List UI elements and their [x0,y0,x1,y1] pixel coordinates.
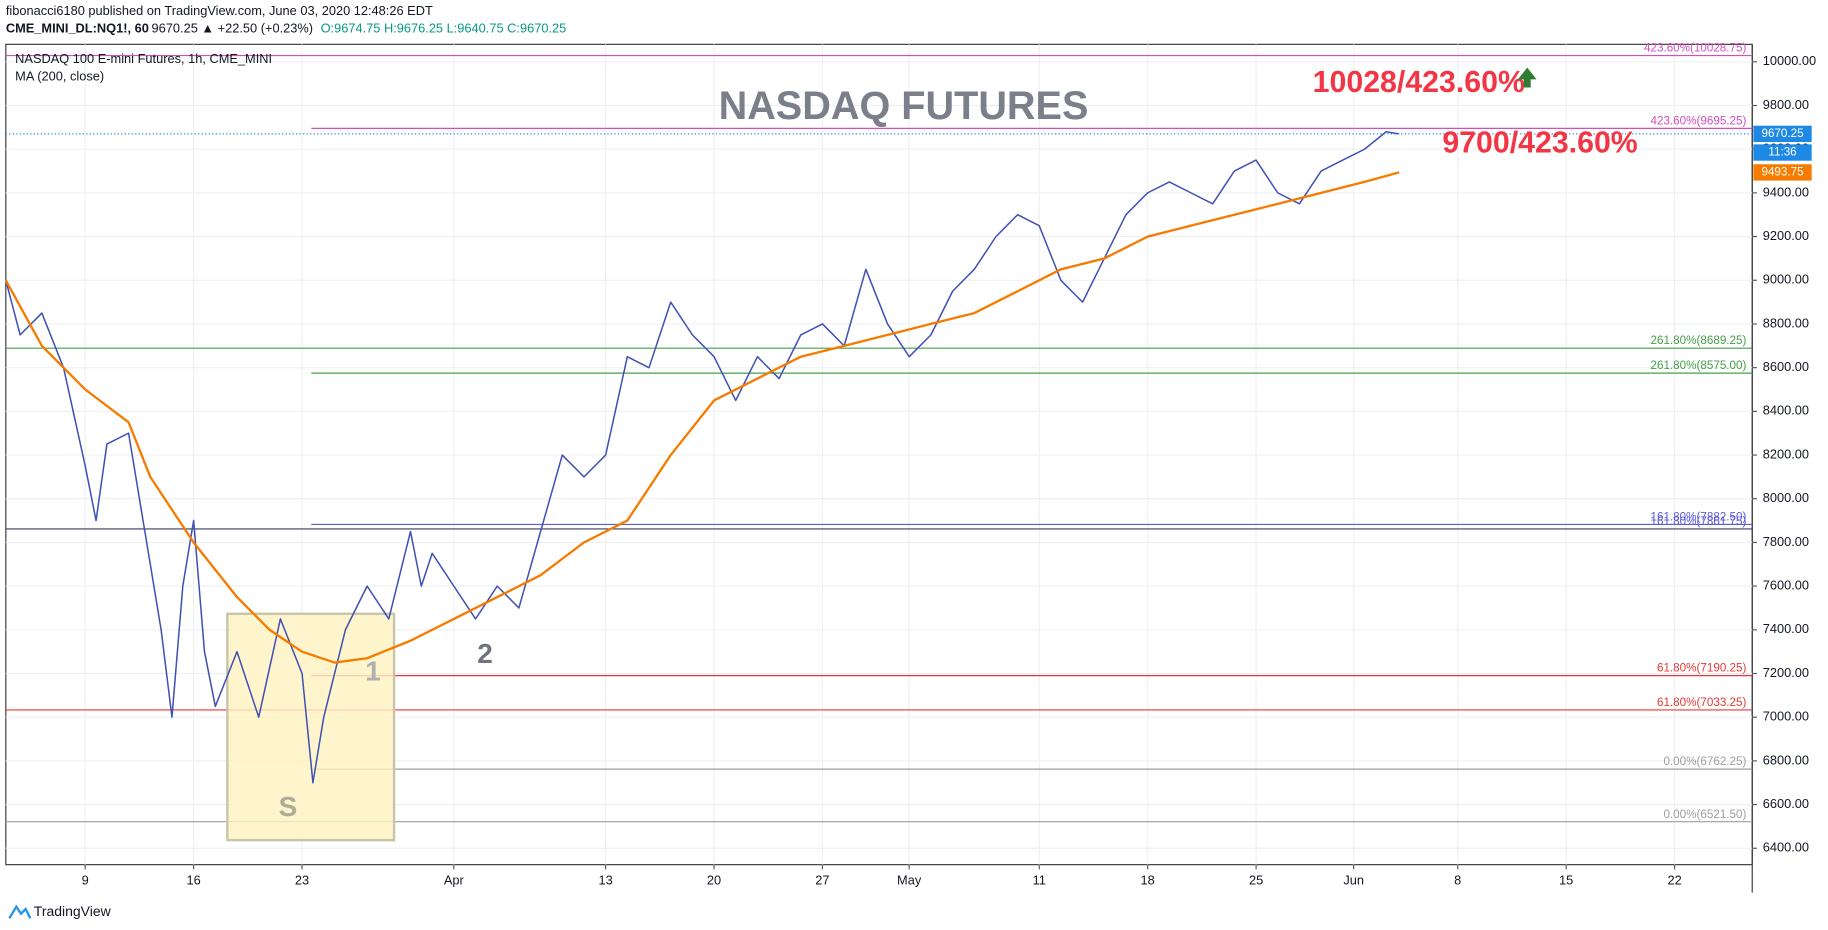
x-tick-label: Apr [444,872,465,887]
countdown: 11:36 [1768,146,1796,159]
annotation: 10028/423.60% [1313,66,1525,99]
countdown-box [1753,144,1812,161]
y-tick-label: 8200.00 [1763,446,1809,461]
publisher: fibonacci6180 published on TradingView.c… [6,3,433,18]
y-tick-label: 7000.00 [1763,709,1809,724]
ohlc: O:9674.75 H:9676.25 L:9640.75 C:9670.25 [321,21,567,36]
x-tick-label: 13 [598,872,612,887]
x-tick-label: 22 [1667,872,1681,887]
y-tick-label: 9400.00 [1763,184,1809,199]
x-tick-label: May [897,872,922,887]
x-tick-label: 11 [1033,872,1046,887]
fib-level-label: 61.80%(7190.25) [1657,662,1747,675]
annotation: 9700/423.60% [1442,127,1637,160]
indicator: MA (200, close) [15,68,104,83]
fib-level-label: 61.80%(7033.25) [1657,696,1747,709]
x-tick-label: 16 [186,872,200,887]
y-tick-label: 6800.00 [1763,752,1809,767]
x-tick-label: 20 [707,872,721,887]
y-tick-label: 9800.00 [1763,97,1809,112]
x-tick-label: 9 [82,872,89,887]
fib-level-label: 423.60%(9695.25) [1651,114,1747,127]
annotation: 1 [365,656,381,687]
y-tick-label: 6400.00 [1763,840,1809,855]
y-tick-label: 8800.00 [1763,315,1809,330]
fib-level-label: 261.80%(8575.00) [1651,359,1747,372]
brand-logo [8,904,32,919]
fib-level-label: 161.80%(7861.75) [1651,515,1747,528]
fib-level-label: 161.80%(7882.50) [1651,510,1747,523]
y-tick-label: 8600.00 [1763,359,1809,374]
price-label: 9493.75 [1761,165,1803,178]
y-tick-label: 8400.00 [1763,403,1809,418]
up-arrow [1517,67,1537,88]
price-label-box [1753,164,1812,181]
x-tick-label: 23 [295,872,309,887]
y-tick-label: 9000.00 [1763,272,1809,287]
y-tick-label: 9200.00 [1763,228,1809,243]
price-label-box [1753,125,1812,143]
chart-title: NASDAQ FUTURES [719,84,1089,128]
y-tick-label: 7800.00 [1763,534,1809,549]
x-tick-label: 15 [1559,872,1573,887]
y-tick-label: 7400.00 [1763,621,1809,636]
x-tick-label: Jun [1343,872,1364,887]
annotation: 2 [477,638,493,669]
quote: 9670.25 ▲ +22.50 (+0.23%) [152,21,314,36]
x-tick-label: 18 [1141,872,1155,887]
y-tick-label: 7600.00 [1763,578,1809,593]
y-tick-label: 7200.00 [1763,665,1809,680]
fib-level-label: 0.00%(6762.25) [1663,755,1746,768]
fib-level-label: 0.00%(6521.50) [1663,808,1746,821]
highlight-box [226,612,396,842]
x-tick-label: 27 [815,872,829,887]
symbol: CME_MINI_DL:NQ1!, 60 [6,21,149,36]
x-tick-label: 8 [1454,872,1461,887]
y-tick-label: 10000.00 [1763,53,1816,68]
series-line [4,171,1400,664]
fib-level-label: 261.80%(8689.25) [1651,334,1747,347]
y-tick-label: 8000.00 [1763,490,1809,505]
series-line [5,130,1400,784]
instrument: NASDAQ 100 E-mini Futures, 1h, CME_MINI [15,51,272,66]
annotation: S [279,791,298,822]
fib-level-label: 423.60%(10028.75) [1644,42,1746,55]
x-tick-label: 25 [1249,872,1263,887]
price-label: 9670.25 [1761,127,1803,140]
y-tick-label: 6600.00 [1763,796,1809,811]
brand: TradingView [34,903,112,919]
